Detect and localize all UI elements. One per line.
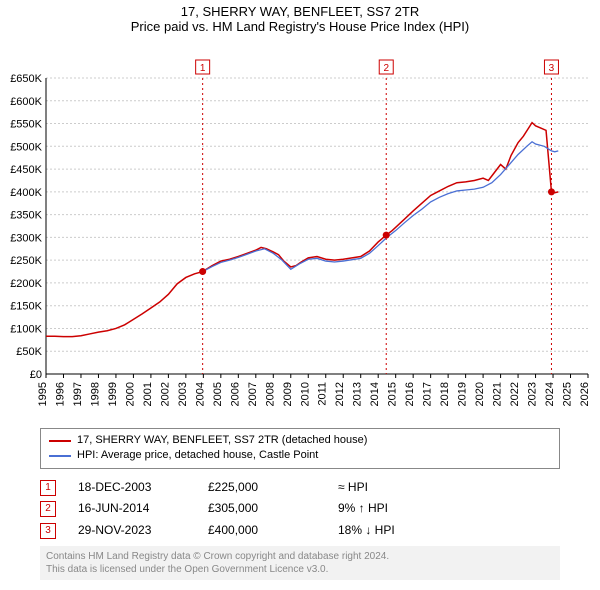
chart-legend: 17, SHERRY WAY, BENFLEET, SS7 2TR (detac… — [40, 428, 560, 469]
svg-text:2008: 2008 — [264, 382, 276, 406]
sales-events-table: 1 18-DEC-2003 £225,000 ≈ HPI 2 16-JUN-20… — [40, 477, 560, 542]
sale-marker-number: 3 — [45, 522, 51, 540]
sale-marker-number: 1 — [45, 479, 51, 497]
chart-title-line2: Price paid vs. HM Land Registry's House … — [0, 19, 600, 34]
sale-marker-3: 3 — [40, 523, 56, 539]
sale-price: £225,000 — [208, 477, 338, 499]
legend-label: 17, SHERRY WAY, BENFLEET, SS7 2TR (detac… — [77, 433, 367, 448]
svg-text:£550K: £550K — [10, 119, 42, 131]
svg-text:2018: 2018 — [439, 382, 451, 406]
svg-text:1996: 1996 — [54, 382, 66, 406]
svg-text:£450K: £450K — [10, 164, 42, 176]
svg-text:1999: 1999 — [107, 382, 119, 406]
svg-text:2023: 2023 — [527, 382, 539, 406]
legend-swatch — [49, 440, 71, 442]
svg-text:2022: 2022 — [509, 382, 521, 406]
svg-text:2: 2 — [383, 63, 389, 74]
svg-text:2015: 2015 — [387, 382, 399, 406]
svg-text:£50K: £50K — [16, 346, 42, 358]
svg-text:£600K: £600K — [10, 96, 42, 108]
price-chart: £0 £50K £100K £150K £200K £250K £300K £350K £400… — [0, 34, 600, 424]
sale-diff: 18% ↓ HPI — [338, 520, 468, 542]
chart-title-line1: 17, SHERRY WAY, BENFLEET, SS7 2TR — [0, 0, 600, 19]
svg-text:£400K: £400K — [10, 187, 42, 199]
legend-item-hpi: HPI: Average price, detached house, Cast… — [49, 448, 551, 463]
data-attribution-footnote: Contains HM Land Registry data © Crown c… — [40, 546, 560, 580]
footnote-line: This data is licensed under the Open Gov… — [46, 563, 554, 576]
svg-text:2024: 2024 — [544, 382, 556, 406]
svg-text:1: 1 — [200, 63, 206, 74]
sale-diff: ≈ HPI — [338, 477, 468, 499]
svg-text:£500K: £500K — [10, 141, 42, 153]
svg-text:2006: 2006 — [229, 382, 241, 406]
svg-text:2013: 2013 — [352, 382, 364, 406]
svg-text:2019: 2019 — [457, 382, 469, 406]
svg-text:2010: 2010 — [299, 382, 311, 406]
sale-marker-2: 2 — [40, 501, 56, 517]
svg-text:£200K: £200K — [10, 278, 42, 290]
sale-date: 18-DEC-2003 — [78, 477, 208, 499]
svg-text:2001: 2001 — [142, 382, 154, 406]
svg-text:1997: 1997 — [72, 382, 84, 406]
svg-text:2002: 2002 — [159, 382, 171, 406]
svg-text:3: 3 — [549, 63, 555, 74]
sale-price: £305,000 — [208, 498, 338, 520]
svg-text:£350K: £350K — [10, 210, 42, 222]
svg-text:2025: 2025 — [562, 382, 574, 406]
svg-text:2007: 2007 — [247, 382, 259, 406]
price-chart-container: { "title_line1": "17, SHERRY WAY, BENFLE… — [0, 0, 600, 590]
svg-text:2020: 2020 — [474, 382, 486, 406]
svg-text:2003: 2003 — [177, 382, 189, 406]
legend-label: HPI: Average price, detached house, Cast… — [77, 448, 318, 463]
svg-text:2009: 2009 — [282, 382, 294, 406]
sales-row: 3 29-NOV-2023 £400,000 18% ↓ HPI — [40, 520, 560, 542]
sales-row: 2 16-JUN-2014 £305,000 9% ↑ HPI — [40, 498, 560, 520]
svg-text:£300K: £300K — [10, 232, 42, 244]
svg-text:1995: 1995 — [37, 382, 49, 406]
svg-text:2016: 2016 — [404, 382, 416, 406]
legend-item-price-paid: 17, SHERRY WAY, BENFLEET, SS7 2TR (detac… — [49, 433, 551, 448]
svg-text:1998: 1998 — [89, 382, 101, 406]
svg-text:2000: 2000 — [124, 382, 136, 406]
svg-text:2014: 2014 — [369, 382, 381, 406]
svg-text:£150K: £150K — [10, 301, 42, 313]
sale-date: 16-JUN-2014 — [78, 498, 208, 520]
svg-text:£100K: £100K — [10, 323, 42, 335]
svg-text:2011: 2011 — [317, 382, 329, 406]
sale-marker-number: 2 — [45, 500, 51, 518]
sales-row: 1 18-DEC-2003 £225,000 ≈ HPI — [40, 477, 560, 499]
svg-text:£250K: £250K — [10, 255, 42, 267]
svg-text:2004: 2004 — [194, 382, 206, 406]
sale-price: £400,000 — [208, 520, 338, 542]
legend-swatch — [49, 455, 71, 457]
sale-marker-1: 1 — [40, 480, 56, 496]
sale-diff: 9% ↑ HPI — [338, 498, 468, 520]
svg-text:2005: 2005 — [212, 382, 224, 406]
svg-text:2021: 2021 — [492, 382, 504, 406]
svg-text:2026: 2026 — [579, 382, 591, 406]
sale-date: 29-NOV-2023 — [78, 520, 208, 542]
svg-text:2012: 2012 — [334, 382, 346, 406]
footnote-line: Contains HM Land Registry data © Crown c… — [46, 550, 554, 563]
svg-text:2017: 2017 — [422, 382, 434, 406]
svg-text:£0: £0 — [30, 369, 42, 381]
svg-text:£650K: £650K — [10, 73, 42, 85]
